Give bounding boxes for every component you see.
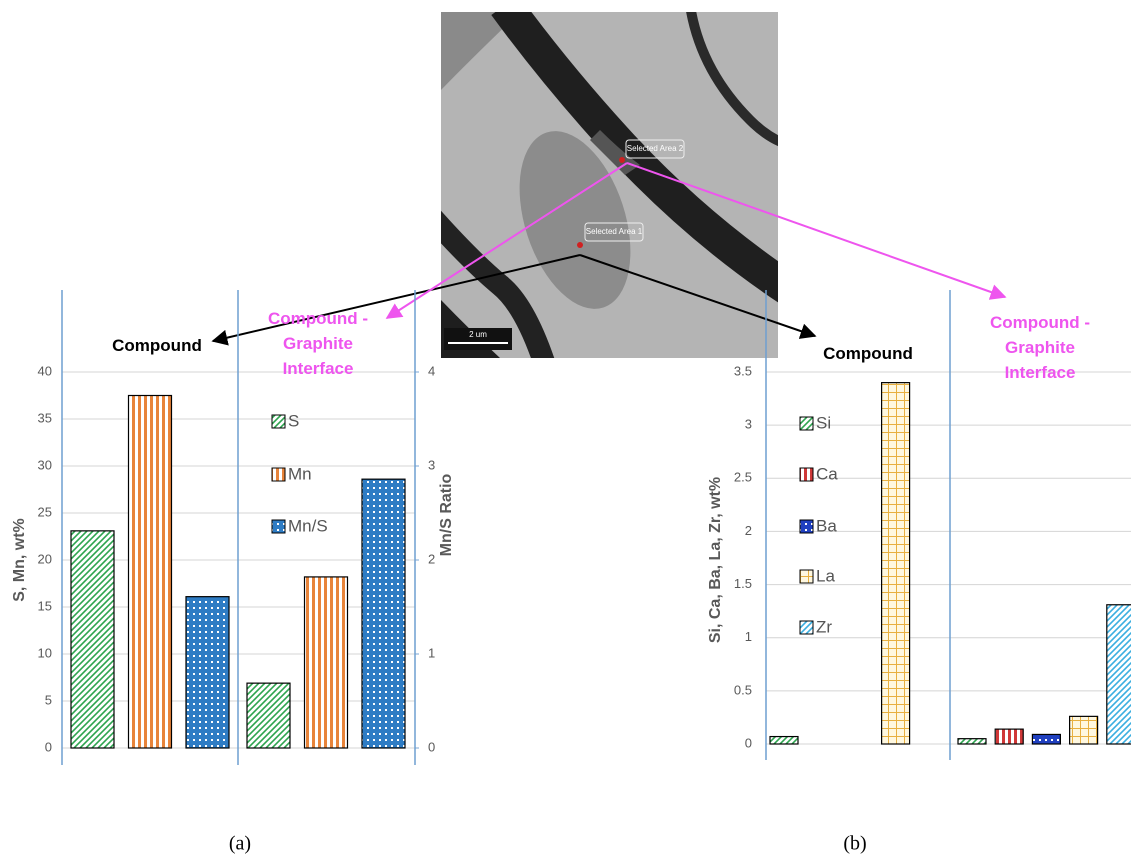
bar	[770, 737, 798, 744]
group-label: Compound	[793, 341, 943, 366]
y-tick-label: 0	[45, 739, 52, 754]
legend-swatch	[800, 417, 813, 430]
y-tick-label: 3.5	[734, 363, 752, 378]
caption: (a)	[229, 833, 251, 855]
y-tick-label: 10	[38, 645, 52, 660]
legend-swatch	[272, 520, 285, 533]
bar	[1032, 734, 1060, 744]
caption: (b)	[843, 833, 866, 855]
legend-swatch	[800, 621, 813, 634]
legend-swatch	[272, 468, 285, 481]
scale-bar-label: 2 um	[469, 330, 487, 339]
bar	[247, 683, 290, 748]
y-tick-label: 20	[38, 551, 52, 566]
figure: Selected Area 2 Selected Area 1 2 um 0 5 1…	[0, 0, 1131, 858]
legend-label: Ba	[816, 516, 837, 535]
y2-tick-label: 3	[428, 457, 435, 472]
y-tick-label: 2	[745, 523, 752, 538]
y-tick-label: 2.5	[734, 470, 752, 485]
bar	[186, 597, 229, 748]
y-tick-label: 1	[745, 629, 752, 644]
y2-tick-label: 1	[428, 645, 435, 660]
y-tick-label: 35	[38, 410, 52, 425]
group-label: Compound - Graphite Interface	[975, 310, 1105, 385]
y2-tick-label: 2	[428, 551, 435, 566]
y-tick-label: 0.5	[734, 682, 752, 697]
bar	[305, 577, 348, 748]
legend-label: Zr	[816, 617, 832, 636]
legend-label: Mn/S	[288, 516, 328, 535]
y-tick-label: 40	[38, 363, 52, 378]
y-axis-label: Si, Ca, Ba, La, Zr, wt%	[707, 477, 724, 643]
y-tick-label: 1.5	[734, 576, 752, 591]
bar	[129, 396, 172, 749]
chart: Selected Area 2 Selected Area 1 2 um 0 5 1…	[0, 0, 1131, 858]
area-label: Selected Area 1	[586, 227, 643, 236]
y-axis-label: S, Mn, wt%	[11, 518, 28, 602]
y-tick-label: 15	[38, 598, 52, 613]
bar	[362, 479, 405, 748]
micrograph: Selected Area 2 Selected Area 1 2 um	[430, 5, 790, 365]
group-label: Compound	[82, 333, 232, 358]
bar	[882, 383, 910, 744]
y-tick-label: 30	[38, 457, 52, 472]
legend-swatch	[800, 468, 813, 481]
y-tick-label: 25	[38, 504, 52, 519]
legend-swatch	[800, 570, 813, 583]
area-label: Selected Area 2	[627, 144, 684, 153]
group-label: Compound - Graphite Interface	[253, 306, 383, 381]
bar	[1070, 716, 1098, 744]
y2-axis-label: Mn/S Ratio	[438, 473, 455, 556]
legend-label: S	[288, 411, 299, 430]
bar	[995, 729, 1023, 744]
legend-label: Ca	[816, 464, 838, 483]
legend-label: Si	[816, 413, 831, 432]
legend-label: Mn	[288, 464, 312, 483]
bar	[1107, 605, 1131, 744]
legend-swatch	[272, 415, 285, 428]
legend-swatch	[800, 520, 813, 533]
y2-tick-label: 4	[428, 363, 435, 378]
y-tick-label: 0	[745, 735, 752, 750]
legend-label: La	[816, 566, 835, 585]
y-tick-label: 5	[45, 692, 52, 707]
y-tick-label: 3	[745, 417, 752, 432]
bar	[958, 739, 986, 744]
bar	[71, 531, 114, 748]
y2-tick-label: 0	[428, 739, 435, 754]
